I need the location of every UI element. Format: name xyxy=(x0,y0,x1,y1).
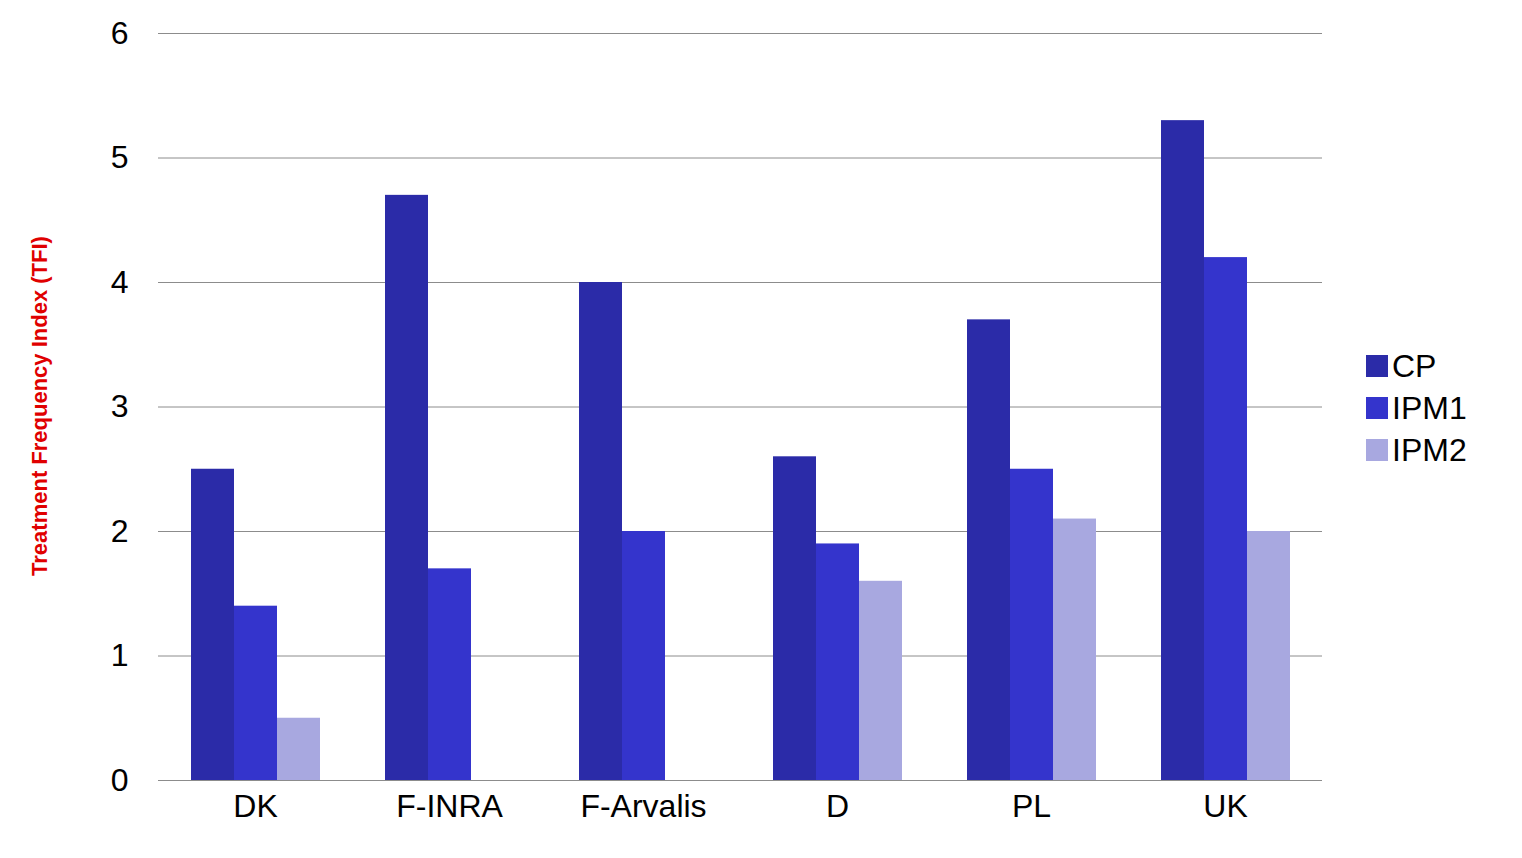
svg-text:1: 1 xyxy=(111,637,129,673)
svg-text:D: D xyxy=(826,788,849,824)
svg-text:6: 6 xyxy=(111,15,129,51)
svg-text:F-Arvalis: F-Arvalis xyxy=(580,788,706,824)
html-text:IPM2: IPM2 xyxy=(1392,431,1467,468)
html-text:IPM1: IPM1 xyxy=(1392,389,1467,426)
svg-text:DK: DK xyxy=(233,788,277,824)
svg-text:F-INRA: F-INRA xyxy=(396,788,503,824)
html-text:Treatment Frequency Index (TFI: Treatment Frequency Index (TFI) xyxy=(27,236,52,576)
svg-text:2: 2 xyxy=(111,513,129,549)
svg-text:PL: PL xyxy=(1012,788,1051,824)
svg-text:0: 0 xyxy=(111,762,129,798)
svg-text:5: 5 xyxy=(111,139,129,175)
html-text:CP: CP xyxy=(1392,347,1437,384)
svg-text:UK: UK xyxy=(1203,788,1247,824)
svg-text:3: 3 xyxy=(111,388,129,424)
svg-text:4: 4 xyxy=(111,264,129,300)
